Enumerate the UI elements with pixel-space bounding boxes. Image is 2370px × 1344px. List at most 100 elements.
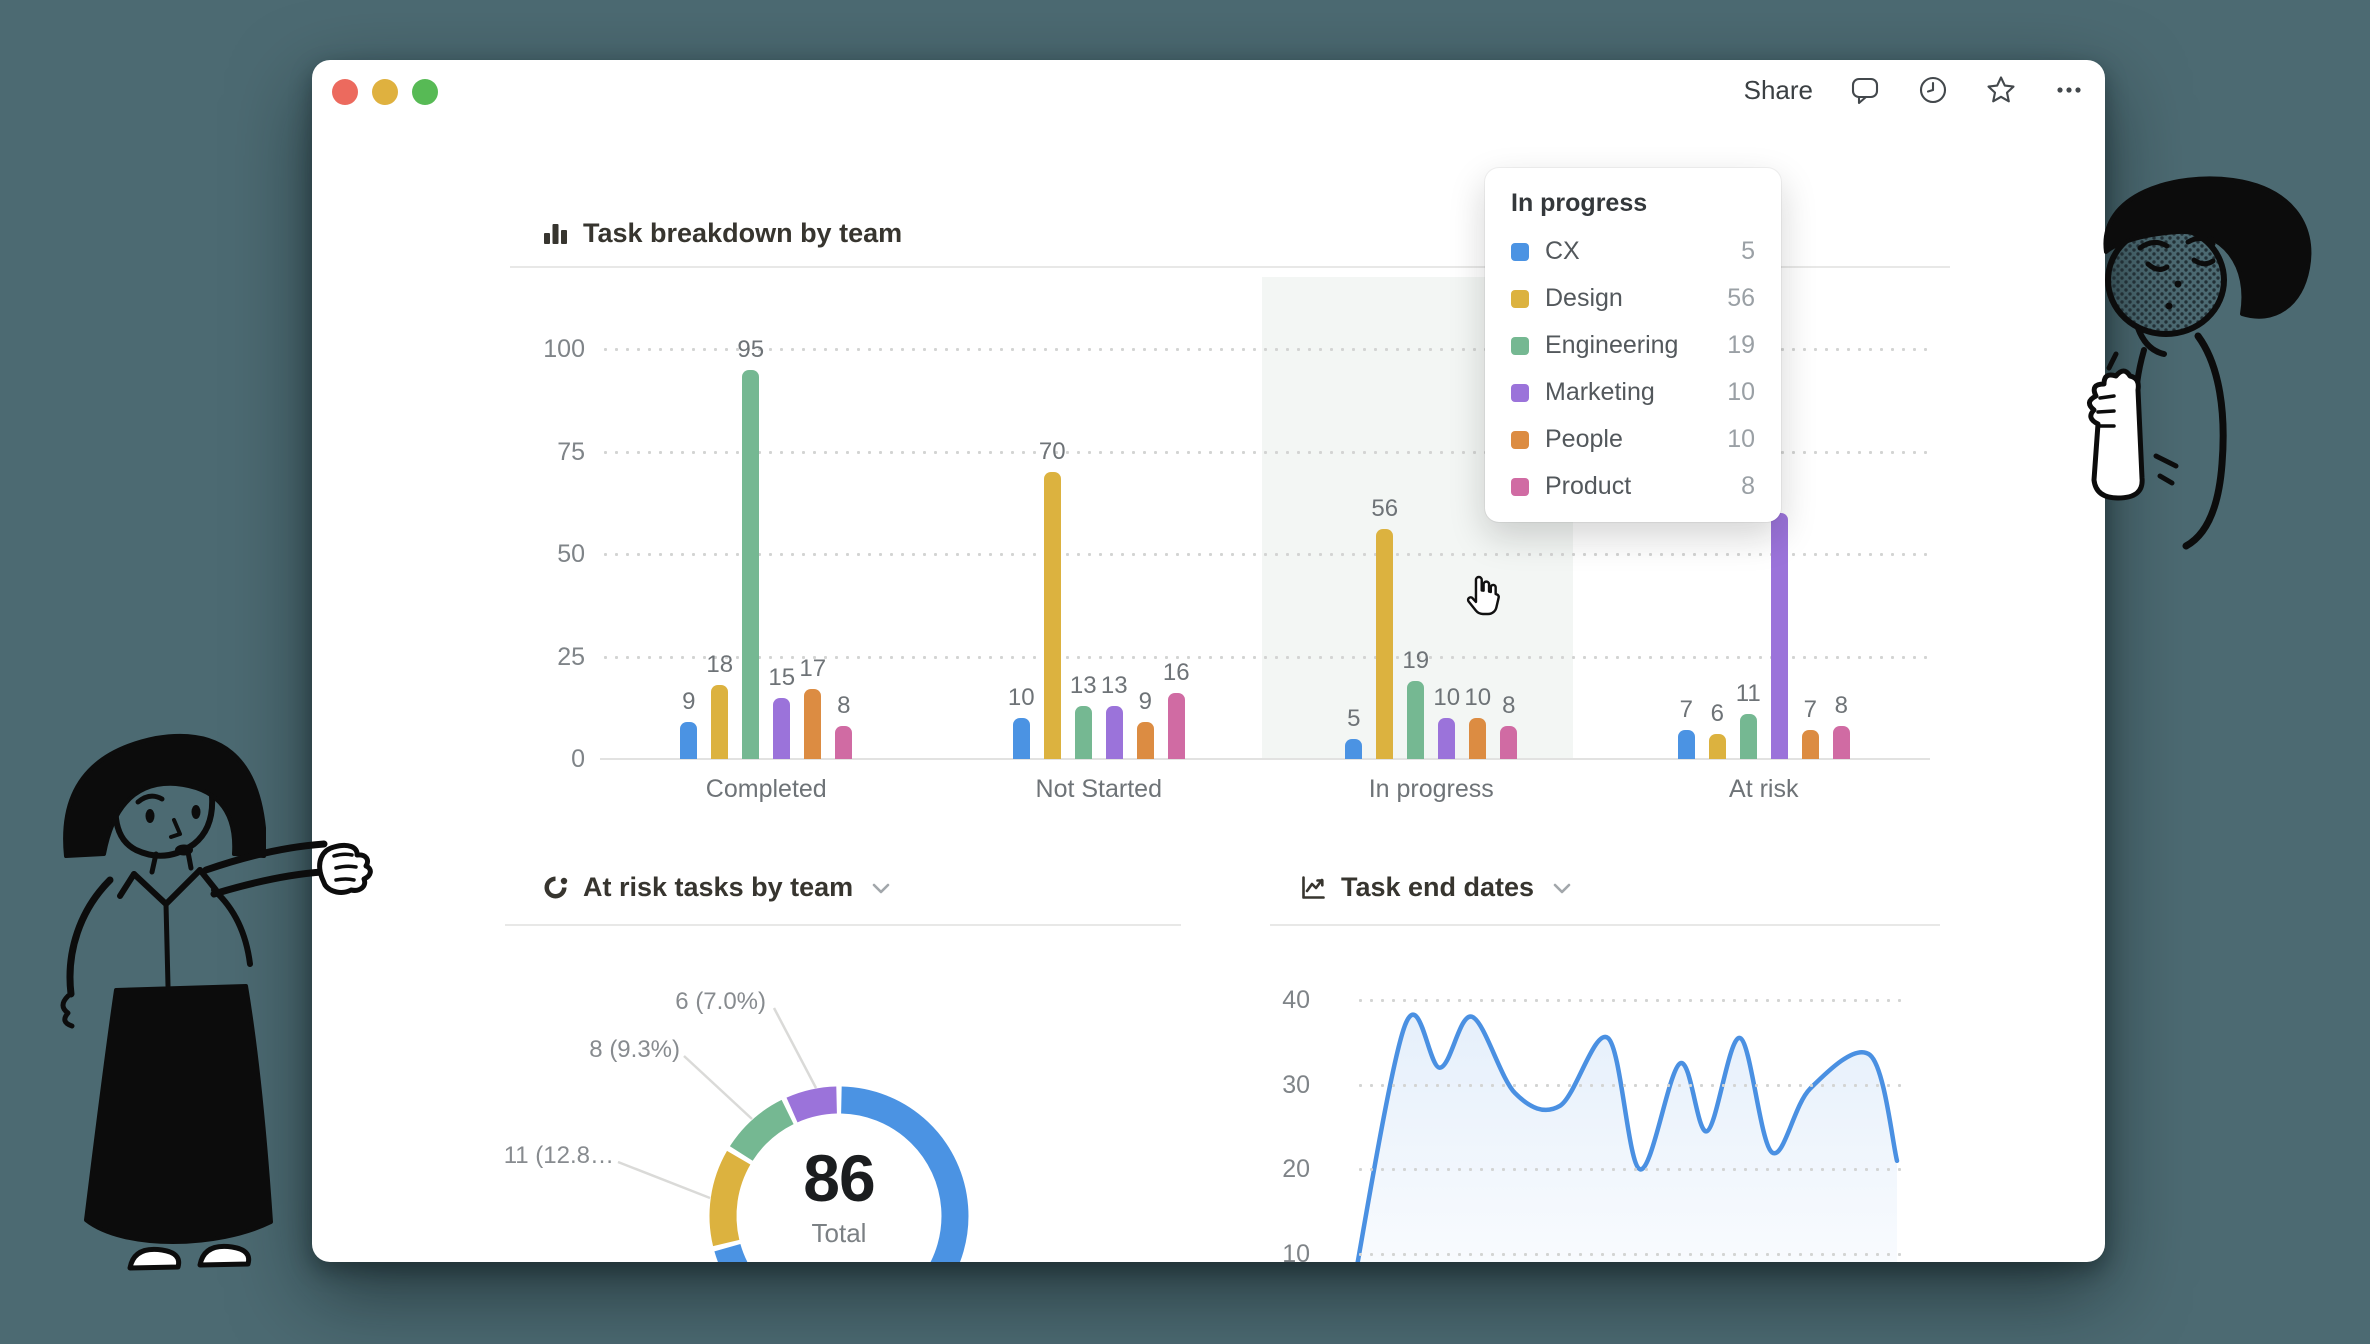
divider (1270, 924, 1940, 926)
comment-icon[interactable] (1849, 74, 1881, 106)
ellipsis-icon[interactable] (2053, 74, 2085, 106)
donut-segment-2[interactable] (729, 1099, 794, 1162)
y-axis-tick-label: 25 (557, 642, 585, 671)
donut-segment-1[interactable] (709, 1150, 751, 1247)
bar-value-label: 10 (1433, 684, 1461, 711)
tooltip-row-swatch (1511, 383, 1529, 402)
tooltip-row-label: People (1545, 425, 1623, 453)
leader-line (617, 1160, 711, 1200)
chevron-down-icon[interactable] (871, 881, 891, 895)
bar-not-started-cx[interactable] (1012, 718, 1030, 759)
bar-value-label: 15 (768, 663, 796, 691)
tooltip-title: In progress (1511, 189, 1648, 217)
bar-at-risk-design[interactable] (1708, 734, 1726, 759)
share-button[interactable]: Share (1743, 74, 1813, 105)
zoom-button[interactable] (412, 79, 438, 105)
y-axis-tick-label: 40 (1282, 985, 1310, 1014)
bar-completed-marketing[interactable] (773, 697, 791, 759)
bar-value-label: 7 (1803, 696, 1817, 724)
bar-completed-product[interactable] (835, 726, 853, 759)
bar-at-risk-people[interactable] (1801, 730, 1819, 759)
tooltip-row: Marketing 10 (1511, 369, 1755, 416)
area-fill (1357, 1014, 1897, 1262)
bar-in-progress-engineering[interactable] (1407, 681, 1425, 759)
y-axis-tick-label: 75 (557, 437, 585, 466)
x-axis-category-label: Completed (705, 775, 827, 803)
y-axis-tick-label: 0 (571, 745, 585, 773)
bar-value-label: 56 (1371, 495, 1399, 523)
y-axis-tick-label: 50 (557, 540, 585, 568)
bar-completed-people[interactable] (804, 689, 822, 759)
bar-in-progress-marketing[interactable] (1438, 718, 1456, 759)
bar-not-started-marketing[interactable] (1105, 705, 1123, 759)
bar-value-label: 18 (706, 651, 734, 679)
x-axis-baseline (600, 758, 1930, 760)
donut-segment-0[interactable] (714, 1086, 969, 1262)
clock-icon[interactable] (1917, 74, 1949, 106)
bar-value-label: 70 (1038, 438, 1066, 465)
star-icon[interactable] (1985, 74, 2017, 106)
tooltip-row: CX 5 (1511, 228, 1755, 275)
y-axis-tick-label: 20 (1282, 1155, 1310, 1184)
bar-value-label: 6 (1710, 700, 1724, 728)
doodle-woman-illustration (60, 733, 373, 1271)
bar-chart-icon (542, 220, 569, 247)
bar-completed-engineering[interactable] (742, 369, 760, 759)
app-window: Share Task breakdown by team In progress… (312, 60, 2105, 1262)
donut-chart-title: At risk tasks by team (583, 872, 854, 902)
bar-completed-design[interactable] (711, 685, 729, 759)
bar-at-risk-marketing[interactable] (1770, 513, 1788, 759)
tooltip-row-label: Engineering (1545, 331, 1679, 359)
gridline (600, 655, 1930, 659)
tooltip-row-value: 56 (1727, 284, 1755, 312)
bar-not-started-product[interactable] (1167, 693, 1185, 759)
bar-value-label: 13 (1100, 671, 1128, 699)
tooltip-row: Engineering 19 (1511, 322, 1755, 369)
bar-value-label: 7 (1679, 696, 1693, 724)
bar-value-label: 8 (837, 692, 851, 720)
bar-value-label: 8 (1834, 692, 1848, 720)
bar-completed-cx[interactable] (680, 722, 698, 759)
tooltip-row-value: 10 (1727, 425, 1755, 453)
close-button[interactable] (332, 79, 358, 105)
line-chart-icon (1300, 874, 1327, 901)
hand-cursor (1466, 575, 1500, 616)
bar-value-label: 10 (1464, 684, 1492, 711)
donut-segment-3[interactable] (786, 1086, 838, 1123)
bar-in-progress-product[interactable] (1500, 726, 1518, 759)
bar-at-risk-engineering[interactable] (1739, 713, 1757, 759)
bar-at-risk-cx[interactable] (1677, 730, 1695, 759)
gridline (1355, 1168, 1905, 1172)
bar-not-started-people[interactable] (1136, 722, 1154, 759)
bar-in-progress-cx[interactable] (1345, 738, 1363, 759)
gridline (1355, 998, 1905, 1002)
line-chart-header: Task end dates (1300, 872, 1572, 903)
bar-value-label: 13 (1069, 671, 1097, 699)
bar-chart-header: Task breakdown by team (542, 218, 902, 249)
bar-value-label: 10 (1007, 684, 1035, 711)
donut-chart-header: At risk tasks by team (542, 872, 891, 903)
donut-total-label: Total (811, 1218, 867, 1248)
x-axis-category-label: In progress (1368, 775, 1494, 803)
traffic-lights (332, 79, 438, 105)
x-axis-category-label: Not Started (1035, 775, 1162, 803)
donut-total-value: 86 (803, 1141, 875, 1215)
bar-not-started-engineering[interactable] (1074, 705, 1092, 759)
bar-value-label: 8 (1502, 692, 1516, 720)
chevron-down-icon[interactable] (1552, 881, 1572, 895)
tooltip-row-value: 8 (1741, 472, 1755, 500)
tooltip-row: Design 56 (1511, 275, 1755, 322)
donut-callout-label: 6 (7.0%) (675, 988, 766, 1015)
bar-at-risk-product[interactable] (1832, 726, 1850, 759)
gridline (600, 348, 1930, 351)
bar-in-progress-design[interactable] (1376, 529, 1394, 759)
minimize-button[interactable] (372, 79, 398, 105)
bar-value-label: 16 (1162, 659, 1190, 687)
tooltip-row-label: Marketing (1545, 378, 1655, 406)
gridline (600, 450, 1930, 454)
bar-in-progress-people[interactable] (1469, 718, 1487, 759)
bar-not-started-design[interactable] (1043, 472, 1061, 759)
donut-callout-label: 8 (9.3%) (589, 1036, 680, 1063)
line-chart (1355, 1012, 1900, 1262)
